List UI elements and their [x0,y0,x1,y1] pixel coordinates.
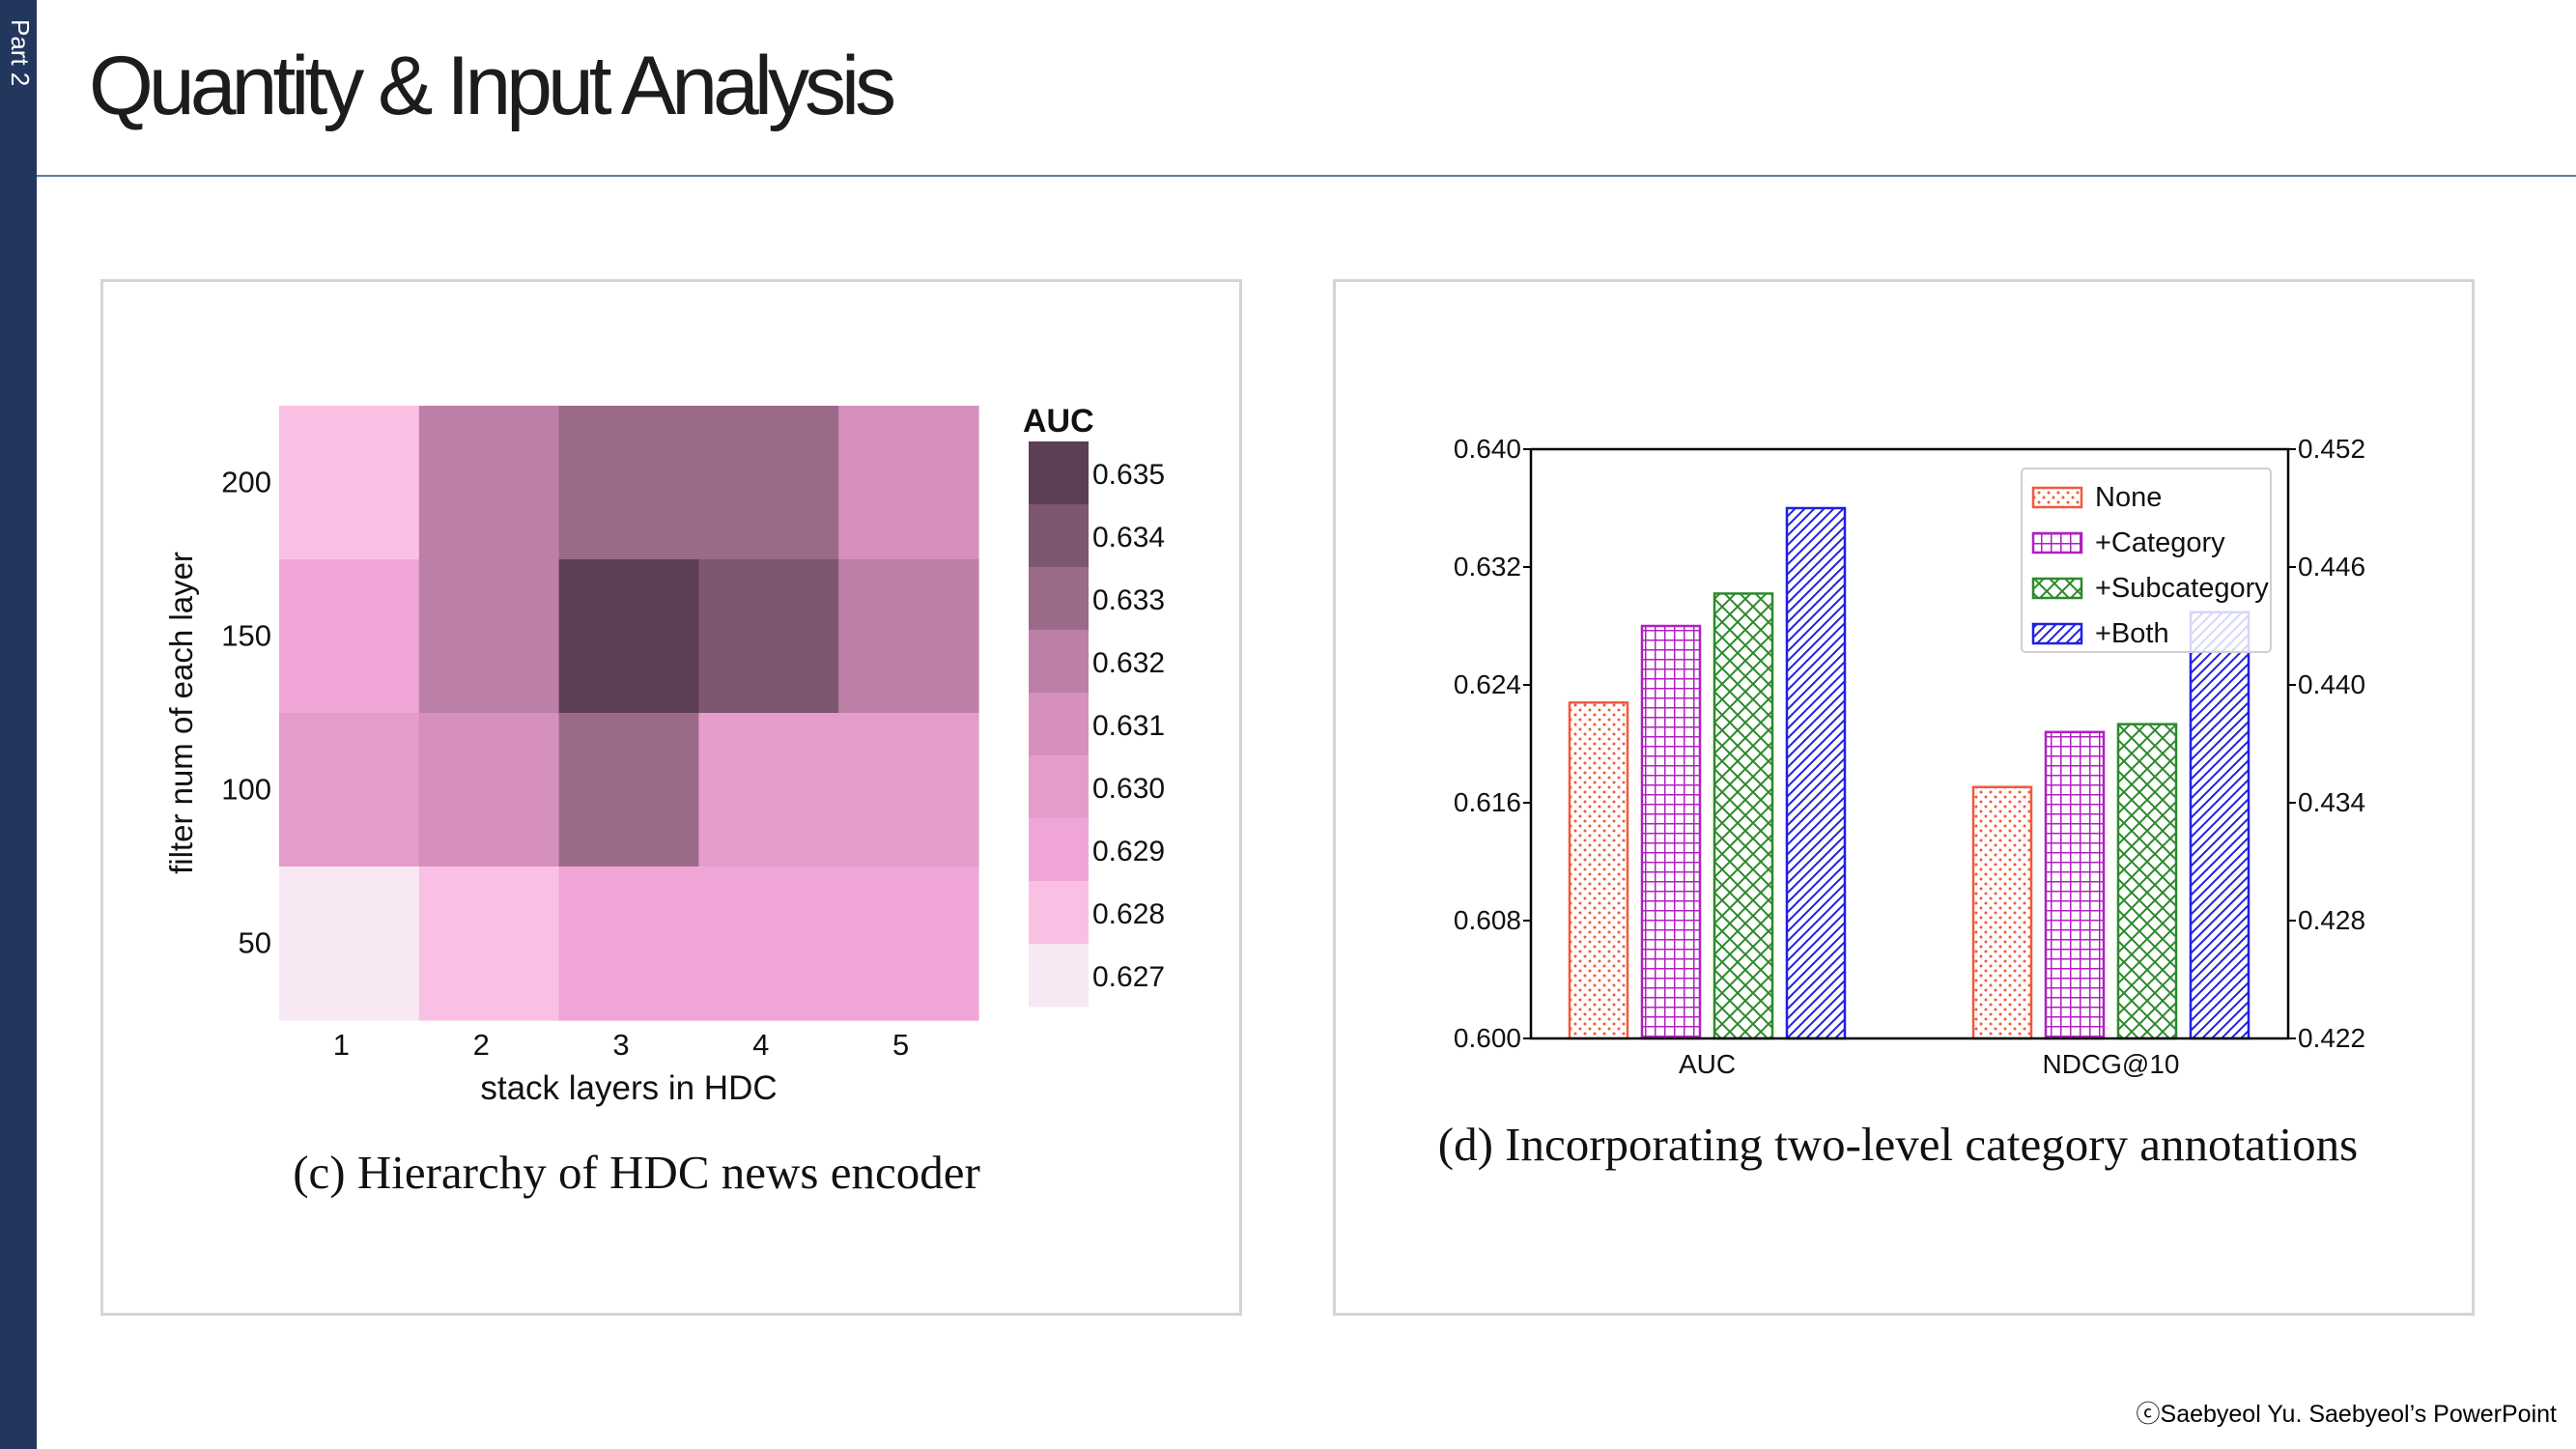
colorbar-tick-label: 0.630 [1092,773,1165,805]
y-tick-label: 100 [221,773,271,807]
heatmap-cell [279,406,420,560]
heatmap-cell [418,406,560,560]
left-tick-label: 0.616 [1454,787,1521,817]
heatmap-cell [558,867,699,1021]
legend-swatch [2031,486,2083,509]
heatmap-cell [838,406,979,560]
legend-swatch [2031,531,2083,554]
heatmap-cell [838,559,979,714]
legend-label: None [2095,482,2162,513]
x-tick-label: 4 [752,1028,769,1062]
heatmap-chart: 1 2 3 4 5 200 150 100 50 stack layers in HDC filte… [163,403,1165,1199]
x-tick-label: 1 [333,1028,350,1062]
heatmap-cell [838,713,979,867]
heatmap-cell [558,713,699,867]
colorbar-swatch [1029,693,1089,756]
y-tick-label: 150 [221,619,271,653]
colorbar-swatch [1029,881,1089,945]
left-tick-label: 0.640 [1454,434,1521,464]
left-tick-label: 0.624 [1454,669,1521,699]
heatmap-cell [279,713,420,867]
heatmap-cell [698,713,839,867]
bar-ndcg10-subcategory [2116,723,2178,1040]
right-tick-label: 0.446 [2298,552,2365,582]
bar-auc-none [1568,701,1629,1040]
heatmap-cell [698,559,839,714]
heatmap-cell [418,713,560,867]
left-tick-label: 0.632 [1454,552,1521,582]
bar-auc-both [1785,506,1847,1040]
x-tick-label: 5 [892,1028,909,1062]
colorbar-swatch [1029,818,1089,882]
heatmap-cell [279,867,420,1021]
colorbar-title: AUC [1023,403,1094,440]
heatmap-cell [698,867,839,1021]
heatmap-panel: 1 2 3 4 5 200 150 100 50 stack layers in HDC filte… [100,279,1242,1316]
legend-label: +Category [2095,527,2225,558]
colorbar-swatch [1029,504,1089,568]
right-tick-label: 0.452 [2298,434,2365,464]
x-tick-label: 2 [473,1028,490,1062]
heatmap-cell [418,559,560,714]
colorbar-tick-label: 0.634 [1092,522,1165,554]
bar-caption: (d) Incorporating two-level category ann… [1438,1118,2358,1171]
category-label: AUC [1679,1049,1736,1079]
x-tick-label: 3 [612,1028,629,1062]
colorbar-tick-label: 0.632 [1092,647,1165,679]
heatmap-cell [558,406,699,560]
right-tick-label: 0.434 [2298,787,2365,817]
colorbar-tick-label: 0.628 [1092,898,1165,930]
legend-label: +Both [2095,618,2169,649]
bar-ndcg10-both [2189,611,2250,1040]
y-axis-label: filter num of each layer [163,552,199,874]
legend-label: +Subcategory [2095,573,2269,604]
heatmap-caption: (c) Hierarchy of HDC news encoder [293,1146,980,1199]
y-tick-label: 50 [239,926,271,960]
heatmap-cell [838,867,979,1021]
heatmap-cell [558,559,699,714]
colorbar-swatch [1029,567,1089,631]
category-label: NDCG@10 [2042,1049,2179,1079]
legend-box [2021,468,2272,653]
legend-swatch [2031,577,2083,600]
heatmap-cell [418,867,560,1021]
right-tick-label: 0.440 [2298,669,2365,699]
part-label: Part 2 [6,19,35,87]
legend-swatch [2031,622,2083,645]
bar-panel: 0.600 0.608 0.616 0.624 0.632 0.640 0.422 0.428… [1333,279,2475,1316]
heatmap-cell [698,406,839,560]
title-divider [37,175,2576,177]
colorbar-tick-label: 0.635 [1092,459,1165,491]
copyright-credit: ⓒSaebyeol Yu. Saebyeol’s PowerPoint [2136,1401,2557,1428]
colorbar-swatch [1029,944,1089,1008]
bar-auc-category [1640,624,1702,1040]
colorbar-tick-label: 0.629 [1092,836,1165,867]
bar-ndcg10-category [2044,730,2106,1040]
left-tick-label: 0.600 [1454,1023,1521,1053]
right-tick-label: 0.422 [2298,1023,2365,1053]
slide-title: Quantity & Input Analysis [89,40,896,132]
y-tick-label: 200 [221,466,271,499]
colorbar-tick-label: 0.631 [1092,710,1165,742]
bar-chart: 0.600 0.608 0.616 0.624 0.632 0.640 0.422 0.428… [1438,434,2365,1171]
bar-auc-subcategory [1713,592,1774,1040]
x-axis-label: stack layers in HDC [480,1069,777,1107]
right-tick-label: 0.428 [2298,905,2365,935]
bar-ndcg10-none [1971,785,2033,1040]
heatmap-cell [279,559,420,714]
colorbar-tick-label: 0.627 [1092,961,1165,993]
colorbar-tick-label: 0.633 [1092,584,1165,616]
left-tick-label: 0.608 [1454,905,1521,935]
colorbar-swatch [1029,630,1089,694]
side-band: Part 2 [0,0,37,1449]
colorbar-swatch [1029,441,1089,505]
colorbar-swatch [1029,755,1089,819]
